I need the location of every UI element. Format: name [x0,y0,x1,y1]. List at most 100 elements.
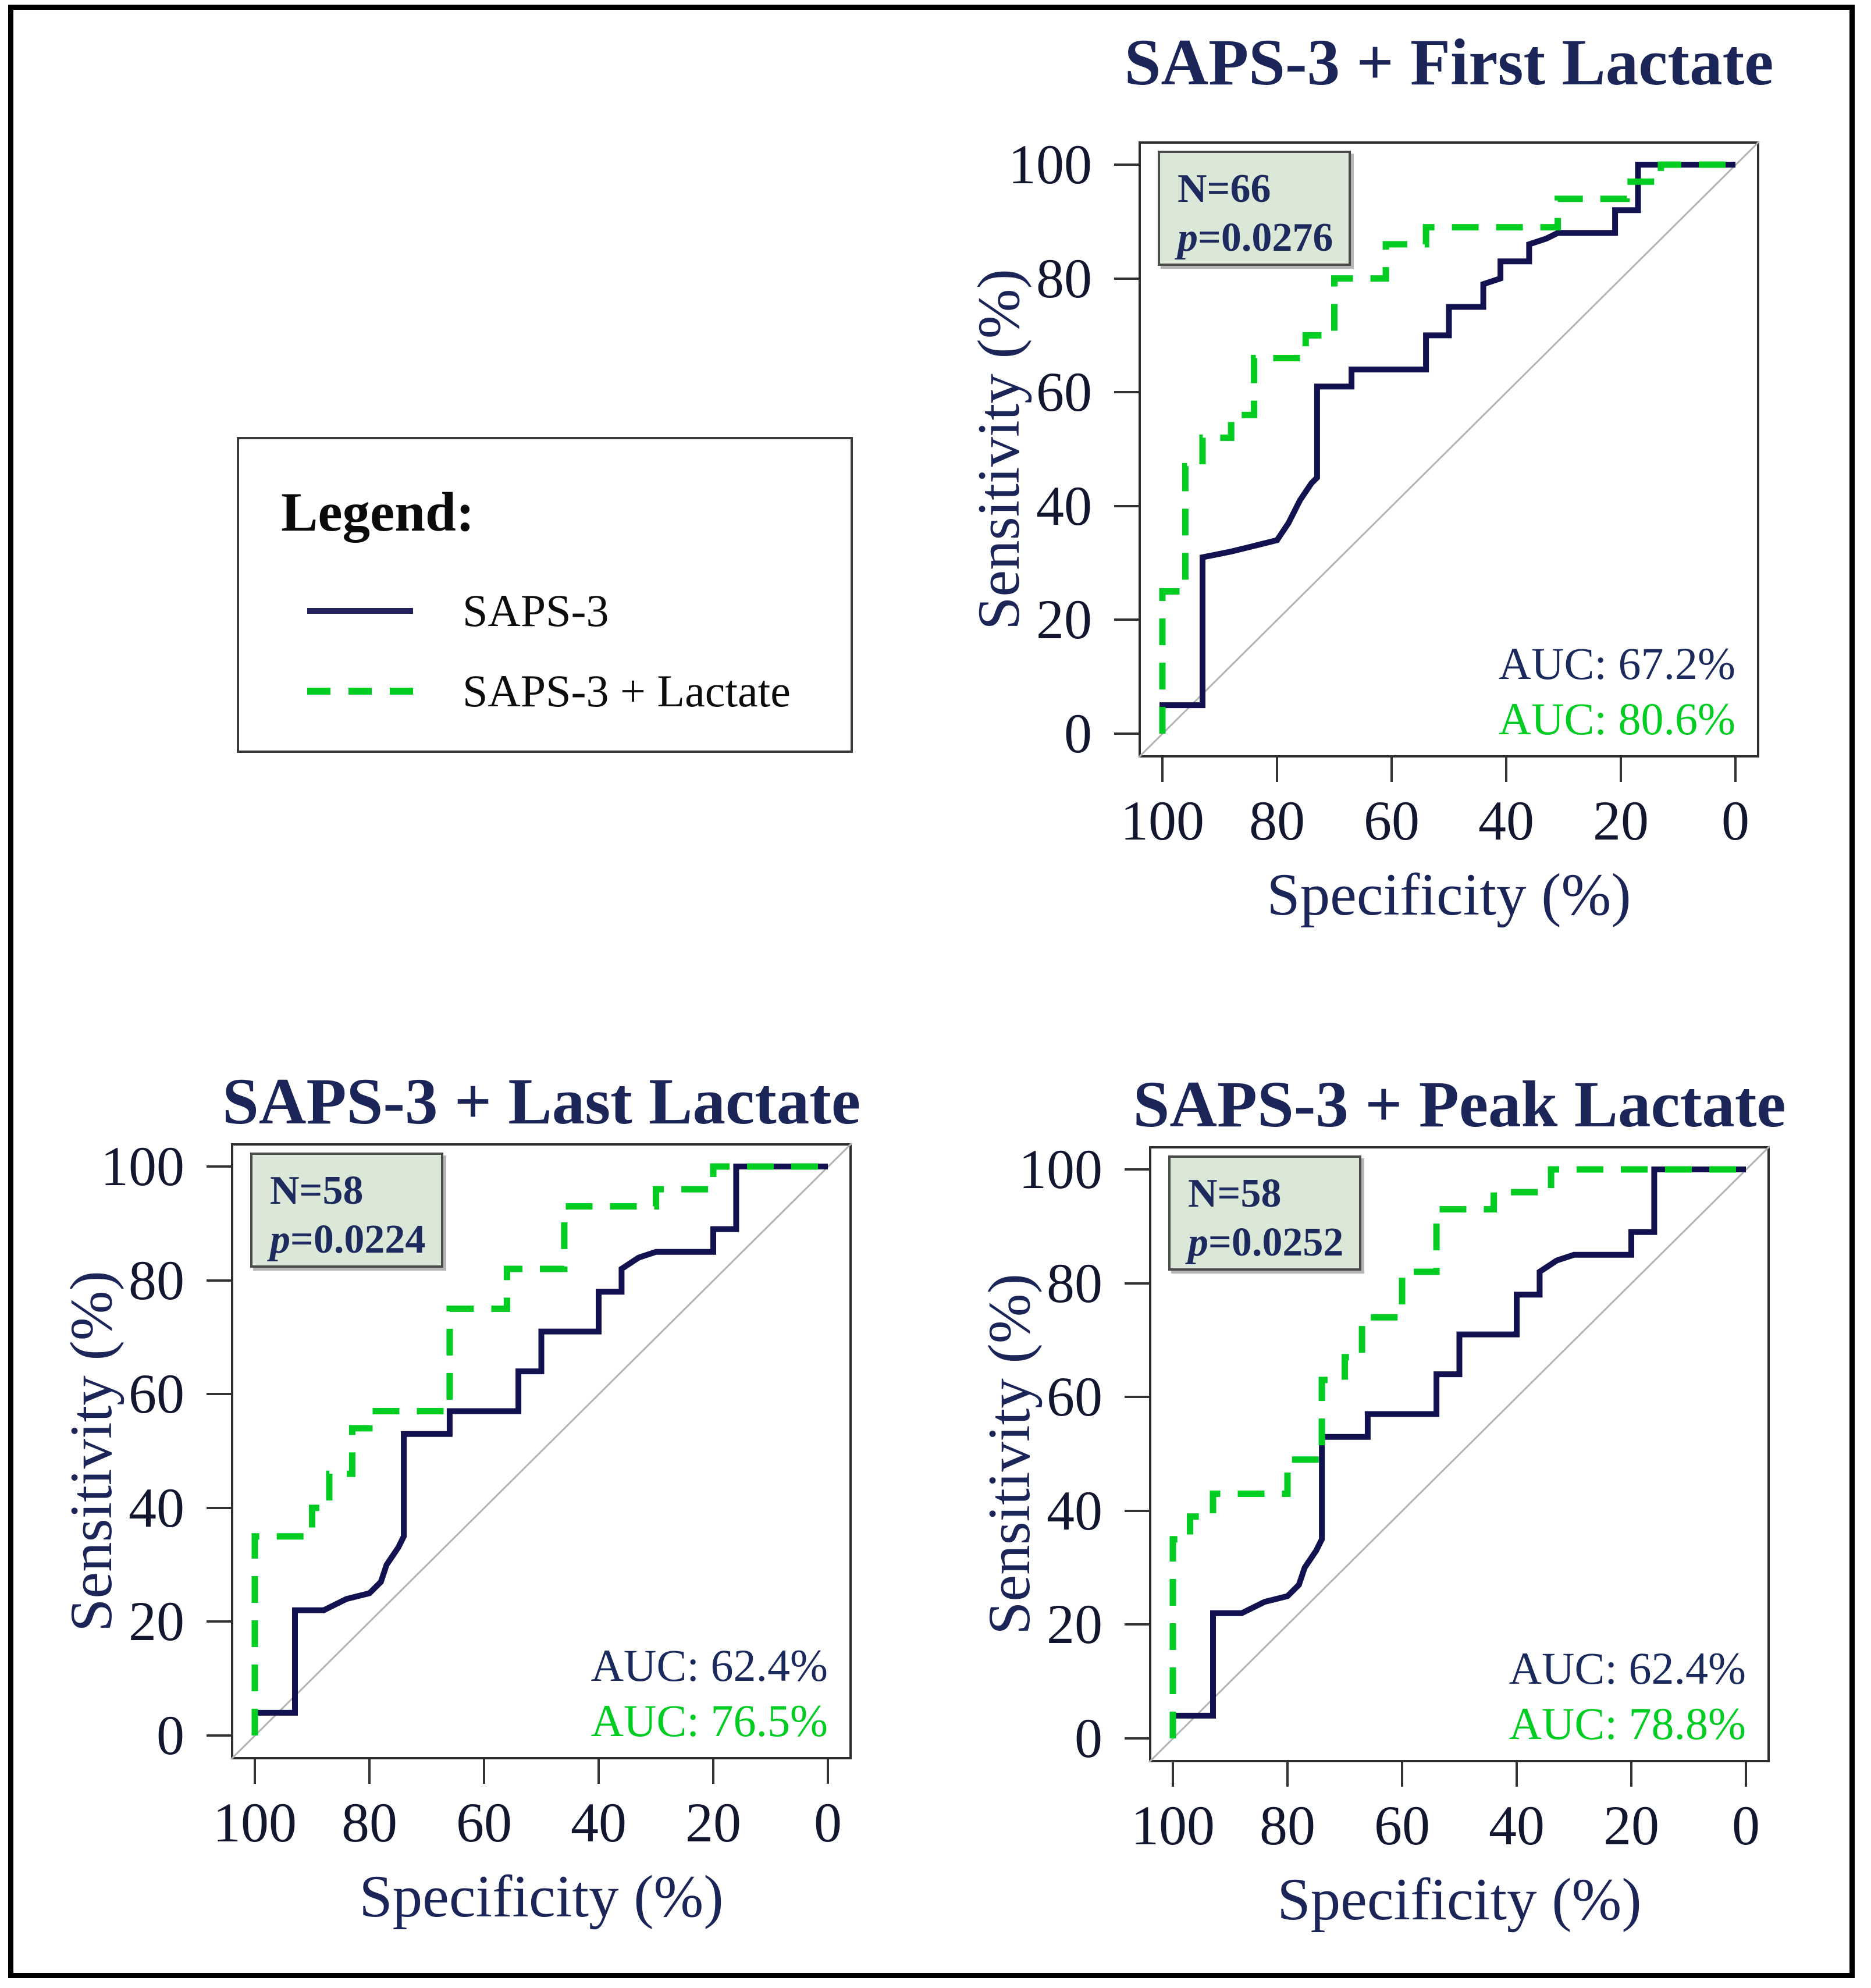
figure-border [8,5,1855,1978]
x-tick-mark [1516,1762,1518,1787]
p-symbol: p [1188,1220,1208,1265]
y-tick-label: 40 [129,1476,184,1539]
legend-title: Legend: [281,481,475,543]
y-tick-mark [207,1734,231,1737]
y-tick-label: 0 [156,1704,184,1766]
x-tick-label: 60 [1374,1794,1430,1857]
roc-curve-saps3 [1170,1167,1746,1738]
auc-saps3: AUC: 62.4% [591,1640,828,1691]
y-tick-label: 40 [1036,474,1092,537]
y-tick-mark [207,1620,231,1623]
y-tick-mark [207,1165,231,1168]
p-symbol: p [1178,215,1198,260]
x-tick-label: 80 [1260,1794,1315,1857]
roc-chart [230,1142,853,1761]
x-tick-mark [1286,1762,1289,1787]
y-tick-label: 80 [1047,1251,1102,1314]
y-tick-mark [1114,504,1139,507]
x-tick-label: 80 [1249,789,1305,852]
x-axis-title: Specificity (%) [1267,862,1631,928]
auc-saps3-lactate: AUC: 78.8% [1509,1698,1746,1749]
x-tick-mark [597,1759,600,1784]
y-tick-label: 80 [1036,247,1092,310]
y-tick-mark [207,1279,231,1282]
y-tick-label: 60 [1036,361,1092,424]
x-tick-mark [1745,1762,1747,1787]
x-tick-mark [1734,757,1737,782]
y-tick-mark [1125,1396,1149,1399]
x-tick-label: 80 [342,1791,397,1854]
x-tick-label: 100 [1121,789,1204,852]
x-tick-label: 40 [1478,789,1534,852]
x-tick-label: 0 [814,1791,842,1854]
x-tick-mark [254,1759,256,1784]
x-tick-mark [483,1759,485,1784]
y-tick-mark [1125,1623,1149,1626]
stats-box: N=66 p=0.0276 [1158,151,1351,266]
roc-chart [1148,1145,1771,1763]
y-axis-title-text: Sensitivity (%) [58,1271,125,1632]
x-tick-mark [1401,1762,1403,1787]
x-tick-label: 20 [685,1791,741,1854]
roc-panel-peak-lactate: SAPS-3 + Peak Lactate Sensitivity (%) N=… [976,1072,1786,1930]
y-tick-label: 20 [1047,1593,1102,1656]
y-axis-title: Sensitivity (%) [871,141,1127,757]
y-tick-label: 80 [129,1249,184,1311]
p-value: p=0.0252 [1188,1218,1359,1267]
y-axis-title: Sensitivity (%) [881,1146,1137,1762]
legend-line-saps3-lactate [307,688,413,695]
y-tick-label: 20 [1036,588,1092,651]
y-tick-label: 60 [1047,1365,1102,1428]
panel-title: SAPS-3 + Peak Lactate [1133,1068,1786,1141]
n-value: N=66 [1178,166,1271,211]
x-tick-label: 20 [1593,789,1649,852]
p-number: =0.0224 [290,1217,426,1262]
legend-box: Legend: SAPS-3 SAPS-3 + Lactate [237,437,853,753]
x-tick-mark [368,1759,371,1784]
roc-chart [1137,140,1760,759]
y-axis-title-text: Sensitivity (%) [965,269,1032,630]
x-tick-label: 40 [571,1791,627,1854]
roc-curve-saps3 [252,1164,828,1736]
legend-label-saps3: SAPS-3 [463,585,609,636]
panel-title: SAPS-3 + First Lactate [1124,26,1774,99]
y-axis-title: Sensitivity (%) [0,1143,219,1759]
auc-saps3-lactate: AUC: 80.6% [1498,694,1735,744]
y-tick-label: 100 [101,1135,184,1197]
y-tick-label: 0 [1064,702,1092,764]
roc-panel-first-lactate: SAPS-3 + First Lactate Sensitivity (%) N… [966,30,1774,925]
y-tick-mark [1114,618,1139,621]
roc-curve-saps3-lactate [1169,1166,1746,1738]
y-tick-mark [1125,1168,1149,1171]
y-tick-mark [207,1393,231,1396]
x-tick-mark [1630,1762,1632,1787]
x-tick-label: 60 [456,1791,512,1854]
y-tick-mark [1125,1509,1149,1512]
x-tick-mark [1620,757,1622,782]
x-tick-label: 20 [1603,1794,1659,1857]
legend-label-saps3-lactate: SAPS-3 + Lactate [463,666,791,716]
p-symbol: p [270,1217,290,1262]
chance-diagonal [230,1142,853,1761]
x-tick-mark [827,1759,829,1784]
x-tick-mark [1505,757,1507,782]
auc-saps3: AUC: 67.2% [1498,638,1735,689]
x-tick-label: 60 [1364,789,1420,852]
roc-curve-saps3-lactate [1159,161,1735,734]
y-tick-label: 60 [129,1363,184,1425]
p-value: p=0.0224 [270,1215,441,1264]
stats-box: N=58 p=0.0224 [250,1153,443,1268]
stats-box: N=58 p=0.0252 [1168,1155,1361,1271]
p-number: =0.0252 [1208,1220,1344,1265]
x-tick-label: 0 [1732,1794,1760,1857]
auc-saps3: AUC: 62.4% [1509,1643,1746,1694]
p-value: p=0.0276 [1178,214,1349,262]
x-tick-mark [1276,757,1278,782]
x-tick-label: 40 [1489,1794,1545,1857]
y-tick-mark [1125,1737,1149,1740]
y-tick-mark [1114,732,1139,735]
n-value: N=58 [1188,1171,1282,1216]
roc-curve-saps3 [1159,162,1735,734]
roc-curve-saps3-lactate [251,1163,828,1736]
